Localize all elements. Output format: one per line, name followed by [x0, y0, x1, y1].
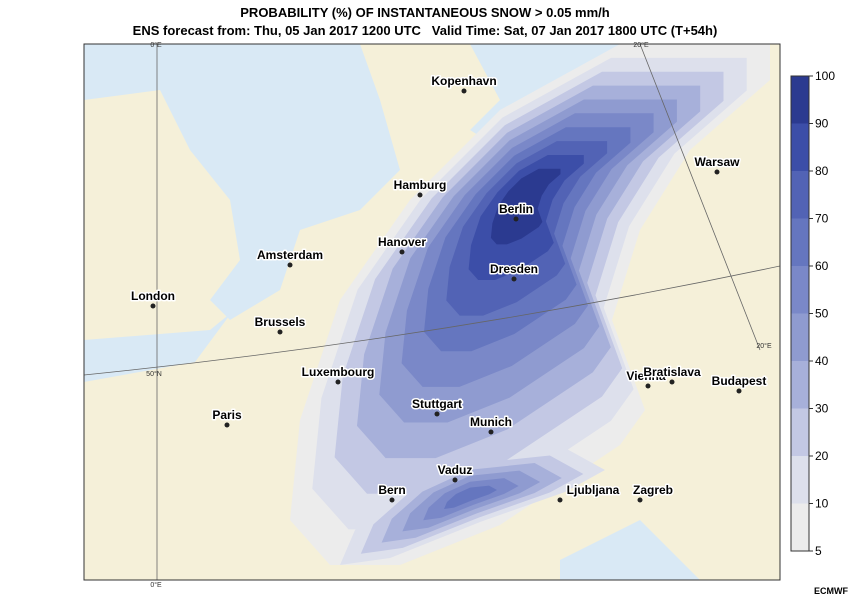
- colorbar-band: [791, 503, 809, 551]
- snow-field: [290, 44, 770, 565]
- sea: [84, 44, 400, 320]
- colorbar-band: [791, 76, 809, 124]
- city-label: Bratislava: [643, 365, 701, 379]
- city-dot: [736, 388, 742, 394]
- city-dot: [434, 411, 440, 417]
- graticule-label: 50°N: [146, 370, 162, 378]
- subtitle: ENS forecast from: Thu, 05 Jan 2017 1200…: [133, 23, 718, 38]
- map: [84, 44, 780, 580]
- graticule-label: 20°E: [633, 41, 649, 49]
- colorbar-tick-label: 50: [815, 307, 829, 321]
- colorbar-tick-label: 70: [815, 212, 829, 226]
- city-label: Hamburg: [394, 178, 447, 192]
- colorbar-tick-label: 100: [815, 69, 835, 83]
- city-label: Budapest: [712, 374, 767, 388]
- colorbar: 5 10 20 30 40 50 60 70 80 90 100: [790, 69, 835, 558]
- city-dot: [557, 497, 563, 503]
- city-label: Paris: [212, 408, 242, 422]
- city-dot: [513, 216, 519, 222]
- colorbar-tick-label: 90: [815, 117, 829, 131]
- snow-band: [490, 168, 561, 245]
- colorbar-band: [791, 408, 809, 456]
- map-frame: [83, 43, 781, 581]
- city-dot: [399, 249, 405, 255]
- cities: Kopenhavn Hamburg Berlin Hanover Amsterdam Dr…: [130, 73, 768, 503]
- colorbar-tick-label: 40: [815, 354, 829, 368]
- city-label: Dresden: [490, 262, 538, 276]
- colorbar-band: [791, 218, 809, 266]
- colorbar-band: [791, 123, 809, 171]
- graticule-label: 0°E: [150, 41, 162, 49]
- city-label: Berlin: [499, 202, 533, 216]
- colorbar-tick-label: 30: [815, 402, 829, 416]
- city-dot: [714, 169, 720, 175]
- city-dot: [389, 497, 395, 503]
- graticule-label: 20°E: [756, 342, 772, 350]
- city-dot: [461, 88, 467, 94]
- colorbar-tick-label: 10: [815, 497, 829, 511]
- city-dot: [637, 497, 643, 503]
- city-label: Luxembourg: [302, 365, 375, 379]
- city-dot: [335, 379, 341, 385]
- colorbar-band: [791, 313, 809, 361]
- city-label: Vaduz: [438, 463, 473, 477]
- city-label: Munich: [470, 415, 512, 429]
- graticule: [84, 44, 780, 580]
- colorbar-tick-label: 20: [815, 449, 829, 463]
- city-label: Kopenhavn: [431, 74, 496, 88]
- snow-band: [444, 485, 497, 509]
- city-dot: [645, 383, 651, 389]
- city-label: London: [131, 289, 175, 303]
- city-dot: [488, 429, 494, 435]
- city-label: Ljubljana: [567, 483, 620, 497]
- colorbar-band: [791, 266, 809, 314]
- colorbar-band: [791, 361, 809, 409]
- city-label: Brussels: [255, 315, 306, 329]
- graticule-label: 0°E: [150, 581, 162, 589]
- city-label: Vienna: [626, 369, 665, 383]
- city-dot: [224, 422, 230, 428]
- title: PROBABILITY (%) OF INSTANTANEOUS SNOW > …: [240, 5, 610, 20]
- colorbar-tick-label: 60: [815, 259, 829, 273]
- city-label: Bern: [378, 483, 405, 497]
- sea: [560, 520, 700, 580]
- city-dot: [287, 262, 293, 268]
- city-dot: [150, 303, 156, 309]
- city-dot: [452, 477, 458, 483]
- city-dot: [277, 329, 283, 335]
- colorbar-band: [791, 456, 809, 504]
- colorbar-band: [791, 171, 809, 219]
- city-dot: [669, 379, 675, 385]
- city-dot: [417, 192, 423, 198]
- colorbar-tick-label: 80: [815, 164, 829, 178]
- city-label: Stuttgart: [412, 397, 462, 411]
- sea: [84, 312, 232, 382]
- city-label: Amsterdam: [257, 248, 323, 262]
- city-label: Zagreb: [633, 483, 673, 497]
- city-label: Hanover: [378, 235, 426, 249]
- credit: ECMWF: [814, 586, 848, 596]
- colorbar-tick-label: 5: [815, 544, 822, 558]
- city-label: Warsaw: [695, 155, 741, 169]
- city-dot: [511, 276, 517, 282]
